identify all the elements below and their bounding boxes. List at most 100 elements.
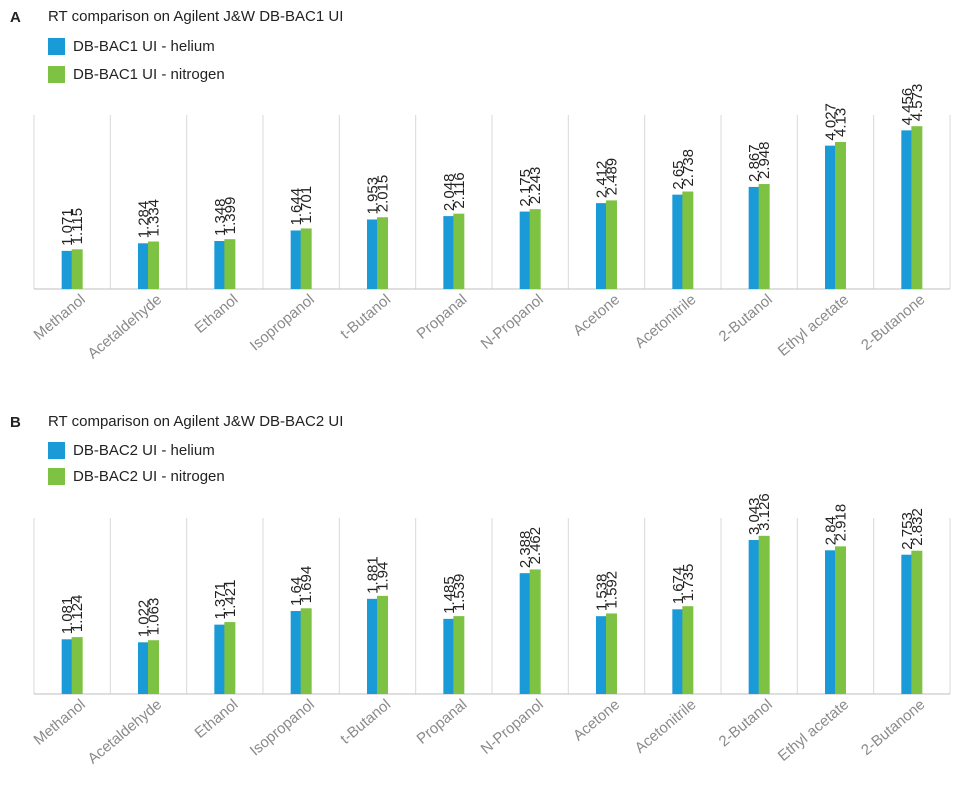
legend-label: DB-BAC2 UI - helium: [73, 442, 215, 459]
bar-nitrogen: [148, 241, 159, 289]
data-label: 2.243: [527, 167, 544, 205]
data-label: 4.456: [899, 88, 916, 126]
bar-nitrogen: [835, 546, 846, 694]
category-tick-label: Propanal: [413, 696, 470, 748]
data-label: 1.953: [365, 177, 382, 215]
bar-nitrogen: [529, 569, 541, 694]
data-label: 1.881: [365, 556, 382, 594]
data-label: 2.84: [823, 516, 840, 545]
legend-item-helium: DB-BAC2 UI - helium: [48, 442, 215, 459]
data-label: 2.65: [670, 160, 687, 189]
data-label: 2.175: [517, 169, 534, 207]
bar-helium: [825, 550, 836, 694]
data-label: 1.348: [212, 198, 229, 236]
bar-helium: [519, 211, 531, 289]
data-label: 1.081: [59, 597, 76, 635]
chart-title: RT comparison on Agilent J&W DB-BAC2 UI: [48, 413, 344, 430]
category-tick-label: Acetaldehyde: [85, 696, 166, 767]
data-label: 1.071: [59, 208, 76, 246]
bar-helium: [138, 642, 149, 694]
category-tick-label: 2-Butanone: [858, 696, 928, 759]
data-label: 1.421: [222, 580, 239, 618]
bar-nitrogen: [300, 608, 312, 694]
category-tick-label: Acetaldehyde: [85, 291, 166, 362]
data-label: 2.462: [527, 527, 544, 565]
data-label: 2.048: [441, 174, 458, 212]
data-label: 2.412: [594, 161, 611, 199]
bar-helium: [672, 609, 684, 694]
legend-swatch-nitrogen: [48, 468, 65, 485]
legend-item-nitrogen: DB-BAC2 UI - nitrogen: [48, 468, 225, 485]
legend-swatch-helium: [48, 442, 65, 459]
bar-nitrogen: [148, 640, 159, 694]
bar-nitrogen: [682, 191, 694, 289]
bar-nitrogen: [682, 606, 694, 694]
legend-swatch-helium: [48, 38, 65, 55]
category-tick-label: Ethanol: [192, 291, 242, 337]
bar-nitrogen: [606, 613, 617, 694]
data-label: 2.738: [680, 149, 697, 187]
data-label: 2.015: [375, 175, 392, 213]
bar-nitrogen: [71, 637, 83, 694]
bar-helium: [748, 186, 760, 289]
data-label: 1.94: [375, 562, 392, 591]
bar-helium: [367, 219, 378, 289]
bar-nitrogen: [758, 184, 770, 289]
data-label: 2.489: [604, 158, 621, 196]
bar-helium: [596, 203, 607, 289]
bar-helium: [61, 639, 73, 694]
category-tick-label: Ethanol: [192, 696, 242, 742]
data-label: 1.539: [451, 574, 468, 612]
legend-label: DB-BAC1 UI - nitrogen: [73, 66, 225, 83]
legend-item-nitrogen: DB-BAC1 UI - nitrogen: [48, 66, 225, 83]
bar-helium: [825, 145, 836, 289]
data-label: 2.116: [451, 172, 468, 208]
bar-nitrogen: [71, 249, 83, 289]
bar-helium: [519, 573, 531, 694]
bar-helium: [290, 230, 302, 289]
bar-helium: [214, 624, 226, 694]
data-label: 1.674: [670, 567, 687, 605]
data-label: 2.832: [909, 508, 926, 546]
bar-helium: [138, 243, 149, 289]
bar-nitrogen: [300, 228, 312, 289]
category-tick-label: Ethyl acetate: [775, 696, 852, 765]
data-label: 2.948: [756, 142, 773, 180]
bar-nitrogen: [911, 126, 923, 289]
data-label: 1.644: [288, 188, 305, 226]
category-tick-label: N-Propanol: [478, 291, 547, 353]
bar-nitrogen: [224, 622, 236, 694]
bar-nitrogen: [758, 535, 770, 694]
bar-helium: [61, 250, 73, 289]
data-label: 2.753: [899, 512, 916, 550]
category-tick-label: 2-Butanone: [858, 291, 928, 354]
category-tick-label: t-Butanol: [337, 696, 394, 748]
bar-nitrogen: [453, 616, 465, 694]
bar-nitrogen: [377, 595, 388, 694]
data-label: 1.022: [136, 600, 153, 638]
data-label: 2.388: [517, 531, 534, 569]
legend-swatch-nitrogen: [48, 66, 65, 83]
bar-helium: [596, 616, 607, 694]
category-tick-label: Acetone: [570, 696, 623, 744]
data-label: 1.334: [146, 199, 163, 237]
data-label: 1.592: [604, 571, 621, 609]
chart-panel-a: A RT comparison on Agilent J&W DB-BAC1 U…: [0, 0, 954, 397]
panel-label: B: [10, 414, 21, 431]
bar-nitrogen: [606, 200, 617, 289]
data-label: 4.573: [909, 84, 926, 122]
category-tick-label: N-Propanol: [478, 696, 547, 758]
chart-panel-b: B RT comparison on Agilent J&W DB-BAC2 U…: [0, 405, 954, 802]
data-label: 4.13: [833, 108, 850, 137]
data-label: 1.694: [298, 566, 315, 604]
bar-helium: [672, 194, 684, 289]
data-label: 1.538: [594, 574, 611, 612]
bar-nitrogen: [911, 550, 923, 694]
data-label: 1.485: [441, 576, 458, 614]
legend-item-helium: DB-BAC1 UI - helium: [48, 38, 215, 55]
data-label: 1.735: [680, 564, 697, 602]
data-label: 3.126: [756, 493, 773, 531]
bar-helium: [443, 216, 455, 289]
